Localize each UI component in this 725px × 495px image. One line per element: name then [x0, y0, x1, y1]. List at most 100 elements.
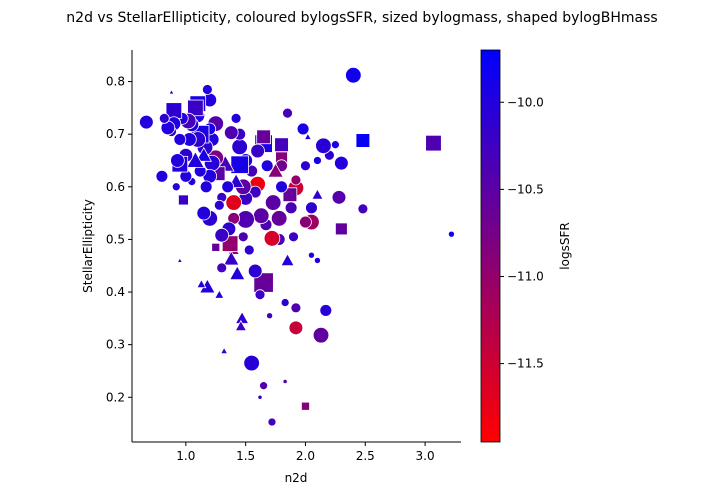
- data-point-circle: [305, 201, 318, 215]
- data-point-circle: [196, 205, 212, 221]
- data-point-triangle: [234, 310, 250, 324]
- data-point-circle: [284, 201, 298, 215]
- data-point-triangle: [311, 188, 324, 200]
- data-point-circle: [300, 160, 311, 172]
- colorbar-ticks: −10.0 −10.5 −11.0 −11.5: [500, 95, 544, 371]
- colorbar-gradient: [480, 49, 501, 443]
- x-axis-label: n2d: [285, 471, 308, 485]
- data-point-circle: [319, 304, 333, 317]
- data-point-circle: [288, 231, 299, 243]
- data-point-circle: [259, 381, 269, 391]
- data-point-circle: [201, 84, 213, 95]
- data-point-circle: [266, 312, 274, 320]
- data-point-circle: [230, 113, 242, 124]
- data-point-circle: [254, 289, 266, 301]
- data-point-circle: [139, 114, 154, 130]
- x-tick-label: 1.0: [176, 449, 195, 463]
- data-point-circle: [257, 394, 263, 400]
- x-ticks: 1.0 1.5 2.0 2.5 3.0: [176, 442, 435, 463]
- points-layer: [139, 67, 455, 427]
- data-point-square: [178, 194, 189, 206]
- data-point-circle: [447, 230, 455, 238]
- data-point-triangle: [223, 250, 240, 266]
- data-point-triangle: [280, 253, 295, 267]
- data-point-circle: [275, 180, 288, 194]
- data-point-triangle: [220, 346, 229, 355]
- data-point-circle: [213, 199, 225, 211]
- data-point-square: [301, 401, 310, 411]
- y-tick-label: 0.8: [106, 75, 125, 89]
- data-point-square: [282, 187, 298, 202]
- x-tick-label: 2.5: [356, 449, 375, 463]
- data-point-circle: [252, 207, 270, 224]
- data-point-circle: [264, 194, 282, 211]
- data-point-circle: [263, 230, 281, 247]
- data-point-circle: [267, 417, 277, 427]
- colorbar: −10.0 −10.5 −11.0 −11.5 logsSFR: [480, 49, 572, 443]
- data-point-circle: [270, 210, 288, 227]
- data-point-circle: [312, 326, 330, 344]
- data-point-circle: [250, 143, 265, 159]
- data-point-circle: [313, 256, 321, 264]
- data-point-circle: [288, 320, 304, 336]
- data-point-square: [335, 222, 348, 236]
- x-tick-label: 2.0: [296, 449, 315, 463]
- data-point-circle: [357, 203, 369, 215]
- colorbar-tick-label: −11.5: [507, 357, 544, 371]
- data-point-circle: [312, 156, 322, 165]
- data-point-circle: [299, 215, 312, 229]
- data-point-square: [230, 155, 249, 174]
- data-point-circle: [345, 67, 362, 84]
- data-point-circle: [243, 354, 260, 372]
- data-point-circle: [237, 231, 249, 243]
- y-tick-label: 0.7: [106, 127, 125, 141]
- data-point-circle: [282, 378, 288, 385]
- data-point-circle: [280, 298, 290, 308]
- data-point-square: [211, 242, 221, 252]
- data-point-circle: [290, 302, 302, 314]
- x-tick-label: 3.0: [416, 449, 435, 463]
- data-point-square: [274, 137, 289, 153]
- data-point-circle: [330, 140, 340, 150]
- data-point-circle: [315, 137, 332, 155]
- data-point-square: [187, 99, 204, 117]
- data-point-triangle: [303, 132, 312, 140]
- data-point-circle: [171, 182, 181, 192]
- y-tick-label: 0.5: [106, 232, 125, 246]
- x-tick-label: 1.5: [236, 449, 255, 463]
- data-point-circle: [170, 153, 185, 168]
- y-tick-label: 0.2: [106, 390, 125, 404]
- data-point-circle: [225, 194, 242, 211]
- data-point-circle: [158, 113, 170, 124]
- y-tick-label: 0.4: [106, 285, 125, 299]
- y-axis-label: StellarEllipticity: [81, 199, 95, 293]
- data-point-circle: [223, 125, 239, 140]
- data-point-circle: [221, 180, 235, 194]
- data-point-triangle: [267, 162, 284, 178]
- colorbar-tick-label: −10.0: [507, 95, 544, 109]
- data-point-triangle: [176, 257, 183, 263]
- plot-area: 1.0 1.5 2.0 2.5 3.0 0.2 0.3 0.4 0.5 0.6 0.7 0.8: [106, 50, 461, 463]
- colorbar-label: logsSFR: [558, 222, 572, 269]
- data-point-circle: [231, 138, 248, 156]
- data-point-triangle: [168, 88, 175, 95]
- data-point-circle: [290, 174, 302, 186]
- colorbar-tick-label: −11.0: [507, 269, 544, 283]
- data-point-circle: [199, 180, 213, 194]
- data-point-circle: [214, 227, 230, 243]
- data-point-triangle: [214, 289, 225, 299]
- data-point-circle: [155, 169, 169, 183]
- y-ticks: 0.2 0.3 0.4 0.5 0.6 0.7 0.8: [106, 75, 132, 404]
- y-tick-label: 0.6: [106, 180, 125, 194]
- data-point-triangle: [234, 319, 248, 332]
- data-point-triangle: [196, 278, 207, 289]
- data-point-circle: [216, 262, 228, 274]
- data-point-circle: [173, 133, 187, 146]
- data-point-circle: [243, 244, 255, 256]
- data-point-triangle: [229, 265, 246, 281]
- data-point-square: [425, 134, 442, 152]
- data-point-circle: [296, 122, 310, 136]
- y-tick-label: 0.3: [106, 338, 125, 352]
- data-point-triangle: [195, 146, 213, 162]
